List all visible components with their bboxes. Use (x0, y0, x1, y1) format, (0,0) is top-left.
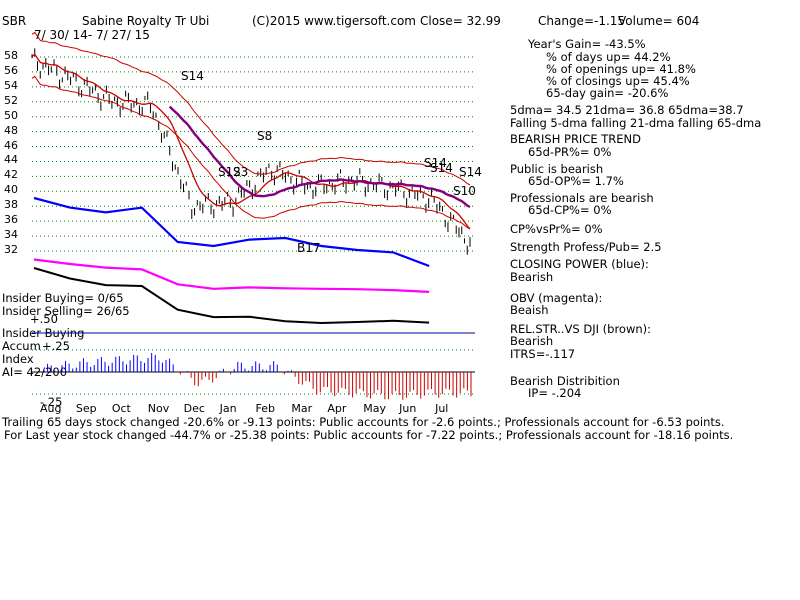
x-tick-label: Jan (219, 402, 237, 415)
close-price: Close= 32.99 (420, 14, 501, 28)
stat-years-gain: Year's Gain= -43.5% (528, 37, 646, 51)
stat-distribution: Bearish Distribition (510, 374, 620, 388)
x-tick-label: Aug (40, 402, 62, 415)
x-tick-label: Sep (75, 402, 97, 415)
x-tick-label: Oct (111, 402, 131, 415)
stat-obv-state: Beaish (510, 303, 549, 317)
signal-label: S10 (453, 184, 476, 198)
minus25-label: -.25 (40, 395, 63, 409)
signal-label: S14 (459, 165, 482, 179)
y-tick-label: 44 (4, 153, 18, 167)
volume-value: Volume= 604 (618, 14, 700, 28)
signal-label: S12 (218, 165, 241, 179)
y-tick-label: 58 (4, 49, 18, 62)
y-tick-label: 54 (4, 78, 18, 92)
copyright: (C)2015 www.tigersoft.com (252, 14, 416, 28)
x-tick-label: Feb (255, 402, 275, 415)
stat-op: 65d-OP%= 1.7% (528, 174, 624, 188)
obv-line (33, 258, 430, 293)
rel-strength-line (33, 267, 430, 325)
footer-prefix: Trailing 65 (2, 415, 62, 429)
footer-line-1: days stock changed -20.6% or -9.13 point… (65, 415, 725, 429)
stat-itrs: ITRS=-.117 (510, 347, 576, 361)
stat-pros-bearish: Professionals are bearish (510, 191, 654, 205)
y-tick-label: 40 (4, 183, 18, 197)
signal-label: B17 (297, 241, 321, 255)
y-tick-label: 56 (4, 63, 18, 77)
signal-label: S14 (181, 69, 204, 83)
y-tick-label: 36 (4, 213, 18, 227)
insider-buying-count: Insider Buying= 0/65 (2, 291, 124, 305)
stat-cpvspr: CP%vsPr%= 0% (510, 222, 603, 236)
ticker-symbol: SBR (2, 14, 27, 28)
stat-closings-up: % of closings up= 45.4% (546, 74, 690, 88)
signal-label: S3 (233, 165, 248, 179)
accum-label: Accum (2, 339, 41, 353)
x-tick-label: May (363, 402, 386, 415)
x-tick-label: Dec (183, 402, 205, 415)
stat-strength: Strength Profess/Pub= 2.5 (510, 240, 662, 254)
stat-cp-state: Bearish (510, 270, 554, 284)
x-tick-label: Apr (327, 402, 347, 415)
stat-cp: 65d-CP%= 0% (528, 203, 612, 217)
stat-obv: OBV (magenta): (510, 291, 603, 305)
x-tick-label: Jun (399, 402, 417, 415)
stat-relstr: REL.STR..VS DJI (brown): (510, 322, 652, 336)
ma65-line (168, 105, 471, 209)
y-tick-label: 46 (4, 138, 18, 152)
company-name: Sabine Royalty Tr Ubi (82, 14, 210, 28)
stat-relstr-state: Bearish (510, 334, 554, 348)
y-tick-label: 34 (4, 228, 18, 242)
x-tick-label: Nov (147, 402, 170, 415)
date-range: 7/ 30/ 14- 7/ 27/ 15 (34, 28, 150, 42)
stat-closing-power: CLOSING POWER (blue): (510, 257, 649, 271)
y-tick-label: 42 (4, 168, 18, 182)
stat-bearish-trend: BEARISH PRICE TREND (510, 132, 642, 146)
signal-label: S14 (430, 161, 453, 175)
plus25-label: +.25 (42, 339, 70, 353)
y-tick-label: 38 (4, 198, 18, 212)
y-tick-label: 32 (4, 243, 18, 256)
stat-dma: 5dma= 34.5 21dma= 36.8 65dma=38.7 (510, 103, 744, 117)
x-tick-label: Mar (291, 402, 313, 415)
change-value: Change=-1.15 (538, 14, 626, 28)
insider-selling: Insider Selling= 26/65 (2, 304, 130, 318)
stat-pr: 65d-PR%= 0% (528, 145, 612, 159)
plus50-label: +.50 (30, 312, 58, 326)
signal-label: S8 (257, 129, 272, 143)
closing-power-line (33, 196, 430, 268)
stat-65day-gain: 65-day gain= -20.6% (546, 86, 669, 100)
signal-label: S14 (424, 156, 447, 170)
ma21-line (31, 53, 471, 230)
upper-band (31, 31, 471, 186)
footer-line-2: For Last year stock changed -44.7% or -2… (4, 428, 734, 442)
y-tick-label: 50 (4, 108, 18, 122)
y-tick-label: 52 (4, 93, 18, 107)
lower-band (31, 75, 471, 230)
index-label: Index (2, 352, 34, 366)
stat-falling: Falling 5-dma falling 21-dma falling 65-… (510, 116, 762, 130)
stat-openings-up: % of openings up= 41.8% (546, 62, 696, 76)
y-tick-label: 48 (4, 123, 18, 137)
stat-public-bearish: Public is bearish (510, 162, 604, 176)
x-tick-label: Jul (435, 402, 449, 415)
stat-days-up: % of days up= 44.2% (546, 50, 671, 64)
stat-ip: IP= -.204 (528, 386, 582, 400)
